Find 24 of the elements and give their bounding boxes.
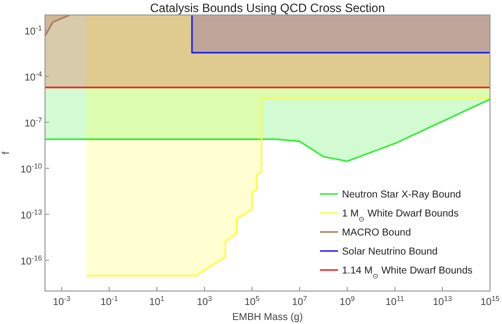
y-tick-label: 10$^{-1}$: [24, 22, 42, 38]
y-tick-label: 10$^{-16}$: [20, 252, 42, 268]
x-tick-label: 10$^{9}$: [340, 294, 355, 308]
x-tick-label: 10$^{-1}$: [100, 294, 118, 308]
x-tick-label: 10$^{3}$: [196, 294, 212, 308]
x-tick-label: 10$^{-3}$: [52, 294, 70, 308]
y-tick-label: 10$^{-13}$: [20, 206, 42, 222]
x-tick-label: 10$^{15}$: [480, 294, 500, 308]
x-tick-label: 10$^{7}$: [292, 294, 308, 308]
x-tick-label: 10$^{1}$: [149, 294, 164, 308]
legend-label: Neutron Star X-Ray Bound: [342, 190, 461, 200]
x-tick-label: 10$^{11}$: [386, 294, 404, 308]
chart-title: Catalysis Bounds Using QCD Cross Section: [150, 1, 385, 15]
x-tick-label: 10$^{5}$: [244, 294, 260, 308]
y-axis-title: f: [1, 151, 12, 154]
legend-label: MACRO Bound: [342, 228, 411, 238]
legend-label: Solar Neutrino Bound: [342, 246, 438, 258]
x-axis-title: EMBH Mass (g): [232, 312, 303, 323]
y-tick-label: 10$^{-10}$: [20, 160, 42, 176]
legend-label: 1 M$_{⊙}$ White Dwarf Bounds: [342, 208, 459, 223]
x-tick-label: 10$^{13}$: [432, 294, 452, 308]
y-tick-label: 10$^{-7}$: [24, 114, 42, 130]
y-tick-label: 10$^{-4}$: [24, 68, 42, 84]
legend-label: 1.14 M$_{⊙}$ White Dwarf Bounds: [342, 266, 473, 280]
